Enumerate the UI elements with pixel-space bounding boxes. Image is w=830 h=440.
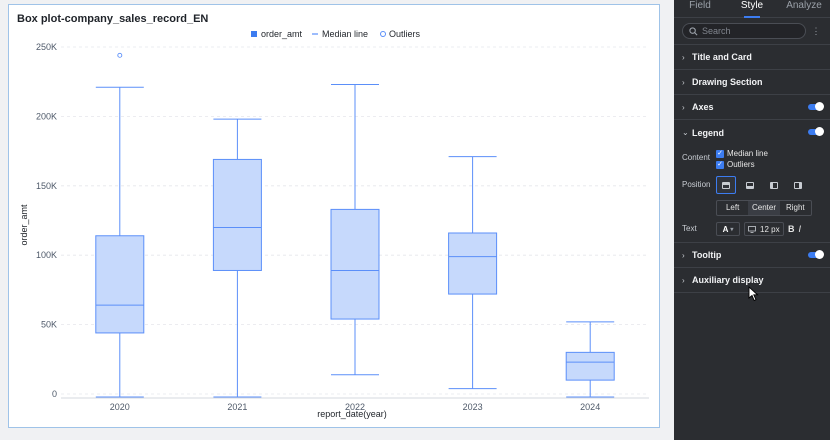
legend-content-checks: ✓ Median line ✓ Outliers <box>716 149 768 170</box>
x-tick-label: 2020 <box>110 402 130 412</box>
section-drawing-label: Drawing Section <box>692 77 763 87</box>
font-color-glyph: A <box>722 224 729 234</box>
box-iqr <box>565 351 615 381</box>
tab-field[interactable]: Field <box>689 0 711 11</box>
position-bottom-button[interactable] <box>740 176 760 194</box>
search-row: ⋮ <box>674 18 830 45</box>
chart-card[interactable]: Box plot-company_sales_record_EN order_a… <box>8 4 660 428</box>
box-series <box>95 52 615 398</box>
y-tick-label: 50K <box>41 320 57 330</box>
chevron-down-icon: ⌄ <box>682 128 689 137</box>
y-tick-label: 250K <box>36 42 57 52</box>
x-tick-label: 2024 <box>580 402 600 412</box>
legend-position-options <box>716 176 808 194</box>
section-tooltip-label: Tooltip <box>692 250 722 260</box>
position-top-button[interactable] <box>716 176 736 194</box>
legend-outliers-label: Outliers <box>389 29 421 39</box>
search-icon <box>689 26 698 35</box>
y-tick-label: 100K <box>36 250 57 260</box>
x-tick-label: 2021 <box>227 402 247 412</box>
legend-position-label: Position <box>682 180 711 189</box>
chevron-right-icon: › <box>682 275 685 285</box>
section-tooltip[interactable]: › Tooltip <box>674 243 830 268</box>
position-right-icon <box>794 181 802 189</box>
section-title-card[interactable]: › Title and Card <box>674 45 830 70</box>
median-line-check-label: Median line <box>727 149 768 158</box>
box-plot-chart: order_amt Median line Outliers 0 50K 100K 1… <box>19 29 649 419</box>
position-left-icon <box>770 181 778 189</box>
legend-content-row: Content ✓ Median line ✓ Outliers <box>682 149 822 170</box>
box-iqr <box>212 158 262 271</box>
legend-content-label: Content <box>682 153 711 162</box>
more-options-icon[interactable]: ⋮ <box>811 25 821 36</box>
bold-button[interactable]: B <box>788 224 795 234</box>
y-axis-title: order_amt <box>19 204 29 246</box>
y-axis: 0 50K 100K 150K 200K 250K <box>36 42 57 399</box>
panel-tabs: Field Style Analyze <box>674 0 830 18</box>
chart-legend[interactable]: order_amt Median line Outliers <box>251 29 421 39</box>
tab-style[interactable]: Style <box>726 0 778 18</box>
section-legend[interactable]: ⌄ Legend <box>674 120 830 145</box>
align-center-button[interactable]: Center <box>748 201 780 215</box>
legend-settings: Content ✓ Median line ✓ Outliers Position … <box>674 145 830 243</box>
x-tick-label: 2022 <box>345 402 365 412</box>
font-size-value: 12 px <box>760 224 780 234</box>
box-iqr <box>448 232 498 295</box>
tab-analyze[interactable]: Analyze <box>786 0 822 11</box>
position-bottom-icon <box>746 181 754 189</box>
checkbox-checked-icon: ✓ <box>716 161 724 169</box>
legend-order-amt-marker <box>251 31 257 37</box>
section-axes[interactable]: › Axes <box>674 95 830 120</box>
italic-button[interactable]: I <box>798 224 802 234</box>
x-axis: 2020 2021 2022 2023 2024 <box>110 402 600 412</box>
y-tick-label: 0 <box>52 389 57 399</box>
y-tick-label: 150K <box>36 181 57 191</box>
x-axis-title: report_date(year) <box>317 409 387 419</box>
position-right-button[interactable] <box>788 176 808 194</box>
position-top-icon <box>722 181 730 189</box>
font-color-select[interactable]: A ▾ <box>716 222 740 236</box>
section-axes-label: Axes <box>692 102 714 112</box>
legend-toggle[interactable] <box>808 127 824 136</box>
chevron-right-icon: › <box>682 52 685 62</box>
chevron-right-icon: › <box>682 77 685 87</box>
position-left-button[interactable] <box>764 176 784 194</box>
legend-outliers-marker <box>380 31 386 37</box>
legend-alignment-segmented: Left Center Right <box>716 200 812 216</box>
legend-median-label: Median line <box>322 29 368 39</box>
outliers-check-label: Outliers <box>727 160 755 169</box>
axes-toggle[interactable] <box>808 102 824 111</box>
font-size-input[interactable]: 12 px <box>744 222 784 236</box>
section-legend-label: Legend <box>692 127 725 138</box>
y-tick-label: 200K <box>36 111 57 121</box>
section-title-card-label: Title and Card <box>692 52 752 62</box>
caret-down-icon: ▾ <box>730 226 734 233</box>
box-iqr <box>330 208 380 320</box>
legend-text-label: Text <box>682 224 697 233</box>
align-right-button[interactable]: Right <box>785 203 805 212</box>
section-auxiliary-label: Auxiliary display <box>692 275 764 285</box>
legend-order-amt-label: order_amt <box>261 29 303 39</box>
style-panel: Field Style Analyze ⋮ › Title and Card ›… <box>674 0 830 440</box>
chevron-right-icon: › <box>682 250 685 260</box>
search-input[interactable] <box>702 26 792 36</box>
legend-position-row: Position <box>682 176 822 194</box>
align-left-button[interactable]: Left <box>725 203 740 212</box>
search-box[interactable] <box>682 23 806 39</box>
monitor-icon <box>748 225 756 233</box>
x-tick-label: 2023 <box>463 402 483 412</box>
box-iqr <box>95 235 145 334</box>
outliers-checkbox[interactable]: ✓ Outliers <box>716 160 768 170</box>
legend-text-row: Text A ▾ 12 px B I <box>682 222 822 236</box>
chevron-right-icon: › <box>682 102 685 112</box>
section-drawing[interactable]: › Drawing Section <box>674 70 830 95</box>
checkbox-checked-icon: ✓ <box>716 150 724 158</box>
tooltip-toggle[interactable] <box>808 250 824 259</box>
median-line-checkbox[interactable]: ✓ Median line <box>716 149 768 159</box>
mouse-cursor-icon <box>748 286 759 302</box>
chart-title: Box plot-company_sales_record_EN <box>17 13 209 25</box>
outlier-point <box>117 52 123 58</box>
